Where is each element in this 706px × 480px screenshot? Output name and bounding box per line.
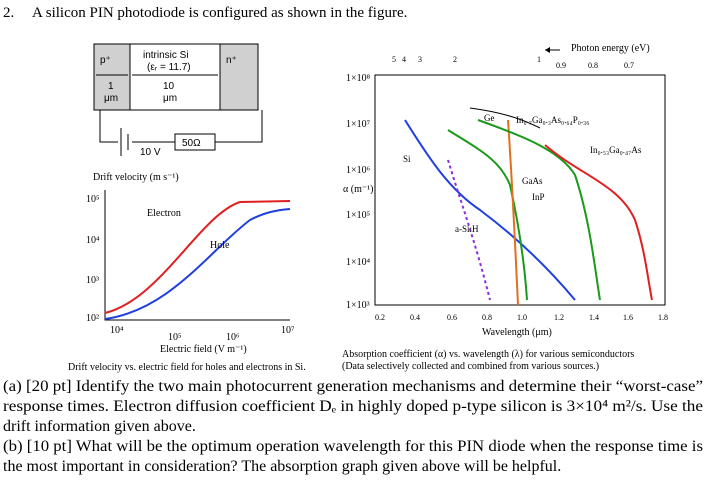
top-tick-label: 3 xyxy=(418,55,422,64)
x-tick-label: 0.8 xyxy=(482,313,492,322)
si-curve xyxy=(404,119,576,301)
electron-curve xyxy=(104,200,291,314)
top-tick-label: 0.8 xyxy=(588,61,598,70)
x-label: Electric field (V m⁻¹) xyxy=(160,344,247,355)
y-tick-label: 1×10⁵ xyxy=(346,210,370,221)
p-width: 1 xyxy=(108,81,114,92)
curve-label: GaAs xyxy=(522,176,543,186)
y-tick-label: 10³ xyxy=(86,275,99,286)
caption: Absorption coefficient (α) vs. wavelengt… xyxy=(342,349,634,360)
resistor-label: 50Ω xyxy=(182,138,201,149)
axes xyxy=(374,74,666,306)
y-tick-label: 10² xyxy=(86,313,99,324)
wire xyxy=(99,110,175,143)
n-region xyxy=(219,43,259,111)
x-tick-label: 10⁴ xyxy=(110,325,124,336)
x-tick-label: 10⁷ xyxy=(281,325,295,336)
x-tick-label: 0.2 xyxy=(375,313,385,322)
hole-curve xyxy=(104,208,291,320)
curve-label: InP xyxy=(532,192,545,202)
i-unit: μm xyxy=(163,93,177,104)
y-tick-label: 10⁴ xyxy=(86,235,100,246)
hole-label: Hole xyxy=(210,240,230,251)
p-unit: μm xyxy=(104,93,118,104)
wire xyxy=(215,110,263,143)
y-tick-label: 1×10⁴ xyxy=(346,257,371,268)
drift-plot xyxy=(104,190,291,321)
resistor xyxy=(174,133,216,151)
question-line: (a) [20 pt] Identify the two main photoc… xyxy=(3,378,703,395)
axes xyxy=(104,190,290,321)
absorption-plot xyxy=(374,47,666,306)
n-label: n⁺ xyxy=(226,55,237,66)
x-tick-label: 10⁵ xyxy=(168,332,182,343)
caption: Drift velocity vs. electric field for ho… xyxy=(68,362,306,373)
ge-curve xyxy=(469,107,541,129)
question-line: response times. Electron diffusion coeff… xyxy=(3,398,703,415)
x-tick-label: 10⁶ xyxy=(226,332,240,343)
x-tick-label: 0.6 xyxy=(447,313,457,322)
y-label: α (m⁻¹) xyxy=(343,184,373,195)
ingaasp-curve xyxy=(477,119,601,301)
i-width: 10 xyxy=(163,81,175,92)
i-label: intrinsic Si xyxy=(143,50,189,61)
problem-intro: A silicon PIN photodiode is configured a… xyxy=(32,5,407,21)
y-label: Drift velocity (m s⁻¹) xyxy=(93,172,179,183)
curve-label: Ge xyxy=(484,113,495,123)
curve-label: a-Si:H xyxy=(455,224,479,234)
top-tick-label: 1 xyxy=(537,55,541,64)
x-tick-label: 0.4 xyxy=(410,313,420,322)
circuit xyxy=(93,43,263,156)
battery-label: 10 V xyxy=(140,147,161,158)
gaas-curve xyxy=(447,129,528,301)
curve-label: In₀.₅₃Ga₀.₄₇As xyxy=(590,145,642,155)
x-tick-label: 1.4 xyxy=(589,313,599,322)
top-tick-label: 0.9 xyxy=(556,61,566,70)
top-tick-label: 0.7 xyxy=(624,61,634,70)
battery-gap xyxy=(118,128,132,156)
caption: (Data selectively collected and combined… xyxy=(342,361,599,372)
top-tick-label: 5 xyxy=(392,55,396,64)
asi-curve xyxy=(447,159,491,301)
y-tick-label: 1×10⁶ xyxy=(346,165,371,176)
inp-curve xyxy=(507,119,519,306)
top-tick-label: 4 xyxy=(402,55,406,64)
arrow-head xyxy=(545,47,550,53)
x-label: Wavelength (μm) xyxy=(482,327,552,338)
y-tick-label: 10⁵ xyxy=(86,194,100,205)
x-tick-label: 1.2 xyxy=(554,313,564,322)
p-region xyxy=(93,43,131,111)
x-tick-label: 1.8 xyxy=(658,313,668,322)
question-line: drift information given above. xyxy=(3,418,196,435)
question-line: the most important in consideration? The… xyxy=(3,458,561,475)
y-tick-label: 1×10⁷ xyxy=(346,119,371,130)
curve-label: Si xyxy=(403,154,411,164)
i-region xyxy=(129,43,221,111)
ingaas-curve xyxy=(544,144,653,301)
y-tick-label: 1×10³ xyxy=(346,300,370,311)
y-tick-label: 1×10⁸ xyxy=(346,73,371,84)
question-line: (b) [10 pt] What will be the optimum ope… xyxy=(3,438,703,455)
x-tick-label: 1.0 xyxy=(517,313,527,322)
top-tick-label: 2 xyxy=(453,55,457,64)
x-tick-label: 1.6 xyxy=(623,313,633,322)
top-axis-label: Photon energy (eV) xyxy=(571,43,650,54)
problem-number: 2. xyxy=(3,5,14,21)
p-label: p⁺ xyxy=(100,55,111,66)
electron-label: Electron xyxy=(147,208,181,219)
eps-label: (εᵣ = 11.7) xyxy=(147,62,191,73)
curve-label: In₀.₇Ga₀.₃As₀.₆₄P₀.₃₆ xyxy=(516,115,589,125)
